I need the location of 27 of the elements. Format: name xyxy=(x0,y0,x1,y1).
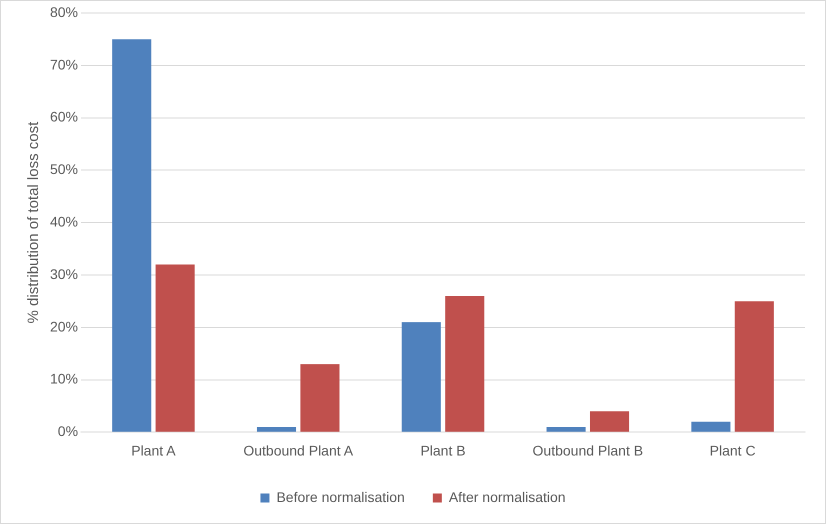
x-tick-label: Outbound Plant B xyxy=(532,442,644,458)
y-tick-label: 20% xyxy=(50,318,78,334)
bar xyxy=(256,426,296,432)
x-tick-label: Outbound Plant A xyxy=(243,442,354,458)
bar xyxy=(691,422,730,432)
y-tick-label: 70% xyxy=(50,56,78,72)
bar xyxy=(734,301,774,432)
y-tick-label: 40% xyxy=(50,213,78,230)
x-tick-label: Plant A xyxy=(131,442,176,458)
x-tick-label: Plant C xyxy=(710,442,756,458)
y-tick-label: 10% xyxy=(50,370,78,387)
y-tick-label: 0% xyxy=(58,423,78,440)
bar xyxy=(300,364,340,432)
bar xyxy=(445,296,484,432)
bar xyxy=(402,322,441,432)
y-tick-label: 50% xyxy=(50,161,78,178)
legend-label: After normalisation xyxy=(448,488,566,505)
y-tick-label: 80% xyxy=(50,4,78,20)
y-tick-label: 60% xyxy=(50,108,78,125)
legend-label: Before normalisation xyxy=(276,488,405,505)
bar xyxy=(590,411,630,432)
y-axis-title: % distribution of total loss cost xyxy=(25,120,42,324)
y-tick-label: 30% xyxy=(50,266,78,282)
bar xyxy=(112,39,152,432)
bar xyxy=(546,426,586,432)
bar xyxy=(156,264,195,432)
x-tick-label: Plant B xyxy=(420,442,466,458)
